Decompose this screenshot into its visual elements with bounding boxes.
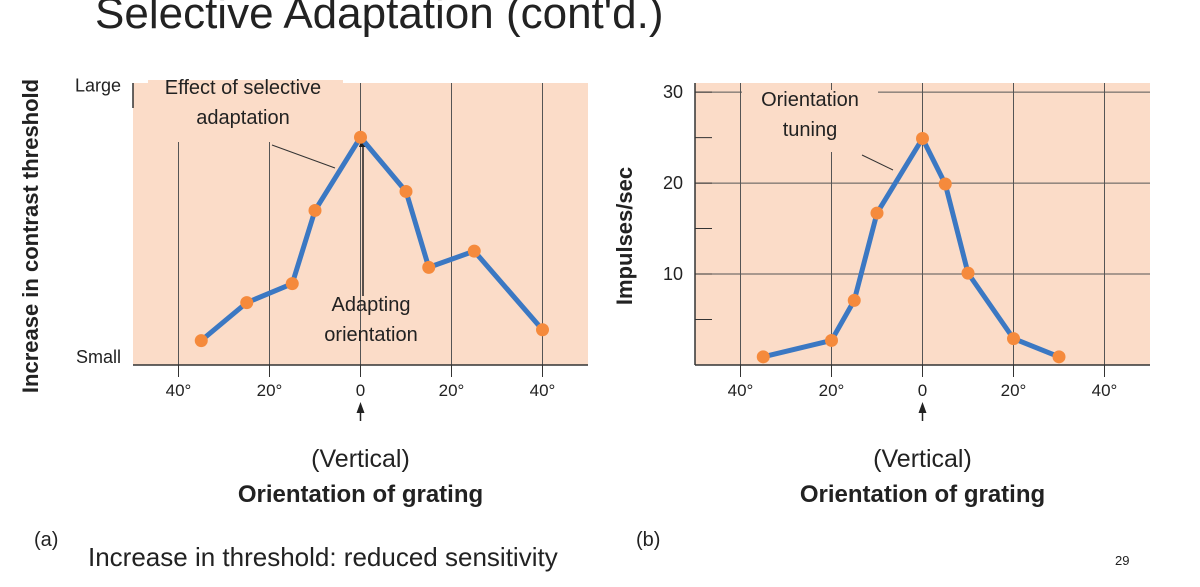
- point: [870, 206, 884, 220]
- point: [354, 130, 367, 144]
- point: [536, 323, 549, 337]
- x-tick-label: 20°: [1001, 381, 1027, 400]
- page-number: 29: [1115, 553, 1129, 568]
- x-sublabel: (Vertical): [873, 445, 972, 473]
- x-tick-label: 20°: [257, 381, 283, 400]
- annotation-background: [742, 90, 878, 152]
- x-tick-label: 40°: [728, 381, 754, 400]
- y-tick-label: 10: [663, 264, 683, 284]
- x-tick-label: 0: [918, 381, 927, 400]
- point: [916, 131, 929, 145]
- annotation-leader: [271, 144, 336, 169]
- panel-label: (b): [636, 529, 660, 551]
- x-axis-title: Orientation of grating: [800, 481, 1045, 508]
- y-tick-label: 30: [663, 82, 683, 102]
- annotation: Orientation: [761, 89, 859, 111]
- x-axis-title: Orientation of grating: [238, 481, 483, 508]
- point: [1007, 332, 1020, 346]
- point: [961, 266, 975, 280]
- point: [938, 177, 952, 191]
- point: [194, 334, 208, 348]
- point: [308, 203, 322, 217]
- annotation: adaptation: [196, 107, 289, 129]
- x-tick-label: 40°: [166, 381, 192, 400]
- x-tick-label: 0: [356, 381, 365, 400]
- arrowhead: [918, 402, 927, 413]
- annotation-leader: [861, 154, 894, 171]
- annotation-background: [148, 80, 343, 142]
- x-tick-label: 40°: [530, 381, 556, 400]
- x-tick-label: 40°: [1092, 381, 1118, 400]
- x-tick-label: 20°: [439, 381, 465, 400]
- point: [240, 296, 254, 310]
- y-axis-title: Increase in contrast threshold: [18, 79, 43, 393]
- point: [1052, 350, 1066, 364]
- y-tick-label: 20: [663, 173, 683, 193]
- annotation: orientation: [324, 324, 417, 346]
- arrowhead: [356, 402, 365, 413]
- point: [825, 333, 838, 347]
- panel-label: (a): [34, 529, 58, 551]
- x-tick-label: 20°: [819, 381, 845, 400]
- y-axis-title: Impulses/sec: [612, 167, 637, 305]
- point: [847, 293, 861, 307]
- point: [422, 260, 436, 274]
- point: [285, 277, 299, 291]
- caption: Increase in threshold: reduced sensitivi…: [88, 542, 558, 572]
- annotation: Adapting: [332, 294, 411, 316]
- point: [756, 350, 770, 364]
- point: [467, 244, 481, 258]
- y-tick-label: Large: [75, 76, 121, 96]
- annotation: Effect of selective: [165, 77, 321, 99]
- y-tick-label: Small: [76, 347, 121, 367]
- annotation: tuning: [783, 119, 838, 141]
- x-sublabel: (Vertical): [311, 445, 410, 473]
- slide-title: Selective Adaptation (cont'd.): [95, 0, 664, 38]
- point: [399, 184, 413, 198]
